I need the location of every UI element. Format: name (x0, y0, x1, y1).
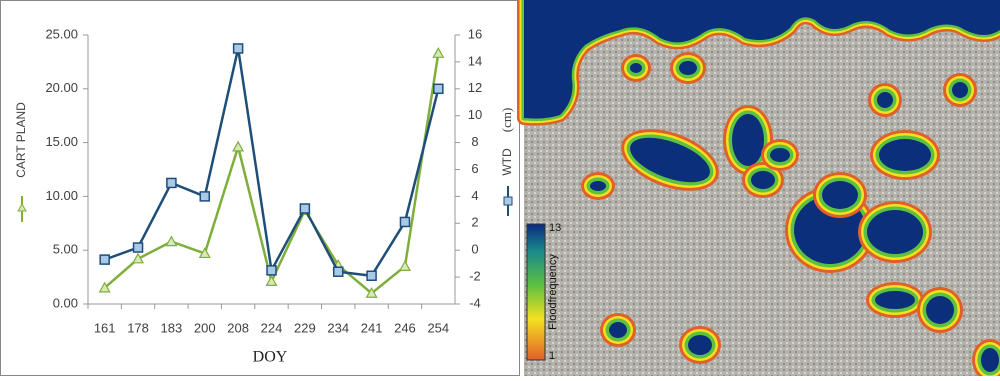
point (134, 243, 143, 252)
legend-marker (504, 197, 512, 205)
point (200, 192, 209, 201)
x-tick-label: 254 (427, 320, 449, 335)
y2-tick-label: 16 (468, 26, 482, 41)
y2-tick-label: 12 (468, 80, 482, 95)
y-tick-label: 25.00 (45, 26, 78, 41)
flood-patch (981, 348, 999, 372)
point (367, 271, 376, 280)
x-tick-label: 200 (194, 320, 216, 335)
flood-patch (879, 139, 931, 171)
flood-patch (609, 322, 627, 338)
y-tick-label: 5.00 (53, 242, 78, 257)
x-tick-label: 208 (227, 320, 249, 335)
y2-tick-label: 4 (471, 188, 478, 203)
flood-patch (926, 296, 954, 324)
y-tick-label: 10.00 (45, 188, 78, 203)
flood-patch (732, 114, 764, 166)
point (267, 266, 276, 275)
y2-axis-title: WTD (500, 148, 514, 176)
x-tick-label: 161 (94, 320, 116, 335)
flood-map (524, 0, 1000, 376)
colorbar-title: Floodfrequency (547, 254, 559, 330)
point (434, 84, 443, 93)
x-tick-label: 246 (394, 320, 416, 335)
y-tick-label: 15.00 (45, 134, 78, 149)
y2-tick-label: 10 (468, 107, 482, 122)
point (100, 255, 109, 264)
y2-tick-label: -2 (469, 269, 481, 284)
y-tick-label: 20.00 (45, 80, 78, 95)
flood-patch (751, 171, 775, 189)
y2-tick-label: -4 (469, 295, 481, 310)
flood-patch (822, 181, 858, 209)
flood-patch (877, 92, 893, 108)
flood-patch (590, 181, 606, 191)
point (234, 44, 243, 53)
point (400, 217, 409, 226)
y2-tick-label: 6 (471, 161, 478, 176)
colorbar-max: 13 (549, 222, 561, 234)
y2-tick-label: 14 (468, 53, 482, 68)
point (334, 267, 343, 276)
x-tick-label: 241 (361, 320, 383, 335)
x-tick-label: 224 (261, 320, 283, 335)
flood-patch (770, 148, 790, 162)
flood-patch (688, 335, 712, 355)
flood-patch (875, 291, 915, 309)
x-tick-label: 229 (294, 320, 316, 335)
x-tick-label: 178 (127, 320, 149, 335)
colorbar (527, 224, 545, 360)
point (167, 178, 176, 187)
y2-tick-label: 8 (471, 134, 478, 149)
y2-tick-label: 0 (471, 242, 478, 257)
y-axis-title: CART PLAND (14, 102, 28, 178)
flood-patch (867, 210, 923, 254)
flood-patch (952, 82, 968, 98)
x-tick-label: 234 (327, 320, 349, 335)
x-tick-label: 183 (161, 320, 183, 335)
point (300, 204, 309, 213)
x-axis-title: DOY (253, 349, 288, 366)
colorbar-min: 1 (549, 350, 555, 362)
y-tick-label: 0.00 (53, 295, 78, 310)
y2-tick-label: 2 (471, 215, 478, 230)
flood-patch (679, 61, 697, 75)
flood-patch (630, 63, 642, 73)
y2-axis-unit: (cm) (499, 108, 514, 133)
